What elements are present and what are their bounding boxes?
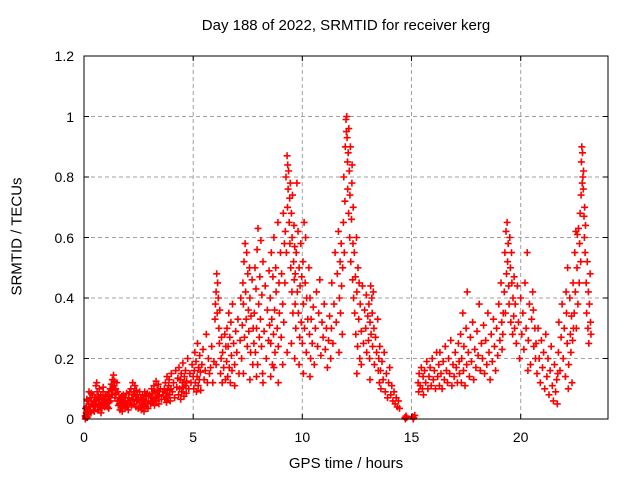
chart-title: Day 188 of 2022, SRMTID for receiver ker… (201, 17, 491, 34)
x-tick-label: 0 (80, 429, 88, 445)
x-axis-label: GPS time / hours (288, 455, 404, 472)
scatter-points (81, 113, 595, 423)
x-tick-label: 20 (512, 429, 529, 445)
x-tick-label: 5 (189, 429, 198, 445)
y-axis-label: SRMTID / TECUs (8, 177, 26, 296)
y-tick-label: 0.6 (54, 229, 74, 246)
plot-border (83, 55, 609, 420)
y-tick-label: 0.2 (54, 350, 74, 367)
x-tick-label: 10 (294, 429, 311, 445)
y-tick-label: 1.2 (54, 48, 74, 64)
y-tick-label: 0.8 (54, 169, 74, 185)
y-tick-label: 0.4 (54, 290, 74, 306)
x-tick-label: 15 (403, 429, 420, 445)
y-tick-label: 0 (66, 411, 74, 427)
y-tick-label: 1 (66, 108, 74, 125)
